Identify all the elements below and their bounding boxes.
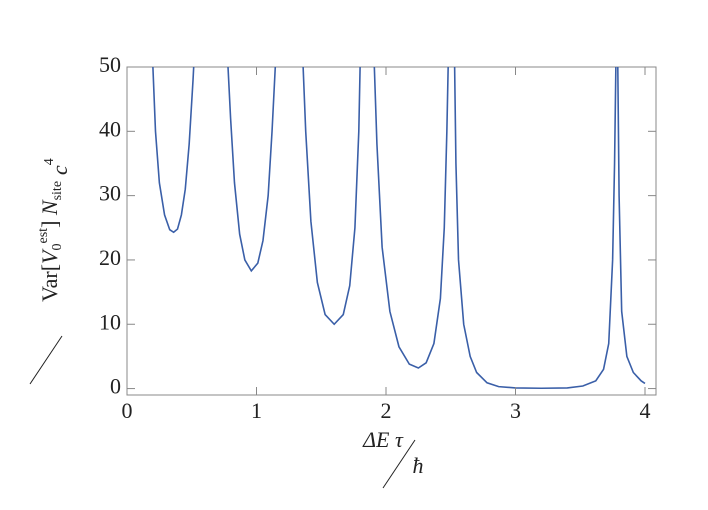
y-tick-label: 10 bbox=[99, 309, 121, 334]
y-label-part: Var[ bbox=[37, 264, 62, 302]
x-tick-label: 4 bbox=[639, 398, 650, 423]
y-label-part: V bbox=[37, 248, 62, 264]
plot bbox=[152, 66, 646, 390]
x-axis-label: ΔE τ bbox=[362, 427, 404, 452]
y-label-slash bbox=[29, 335, 63, 385]
y-tick-label: 0 bbox=[110, 374, 121, 399]
y-label-part: ] bbox=[37, 215, 62, 228]
plot-frame bbox=[126, 66, 657, 396]
y-label-part: c bbox=[47, 165, 72, 175]
line-series bbox=[152, 66, 646, 390]
x-tick-label: 3 bbox=[510, 398, 521, 423]
y-label-part: 0 bbox=[50, 243, 65, 250]
x-tick-label: 1 bbox=[251, 398, 262, 423]
x-tick-label: 0 bbox=[122, 398, 133, 423]
y-tick-label: 40 bbox=[99, 116, 121, 141]
x-label-slash bbox=[382, 439, 416, 489]
x-tick-label: 2 bbox=[380, 398, 391, 423]
y-tick-label: 30 bbox=[99, 181, 121, 206]
y-label-part: 4 bbox=[42, 158, 57, 165]
y-label-part: est bbox=[36, 228, 51, 244]
y-axis-label: Var[V0est] Nsite c4 bbox=[36, 158, 72, 302]
y-tick-label: 20 bbox=[99, 245, 121, 270]
y-label-part: site bbox=[50, 181, 65, 200]
y-label-part: N bbox=[37, 199, 62, 216]
x-axis-label: ħ bbox=[413, 453, 424, 478]
y-tick-label: 50 bbox=[99, 52, 121, 77]
